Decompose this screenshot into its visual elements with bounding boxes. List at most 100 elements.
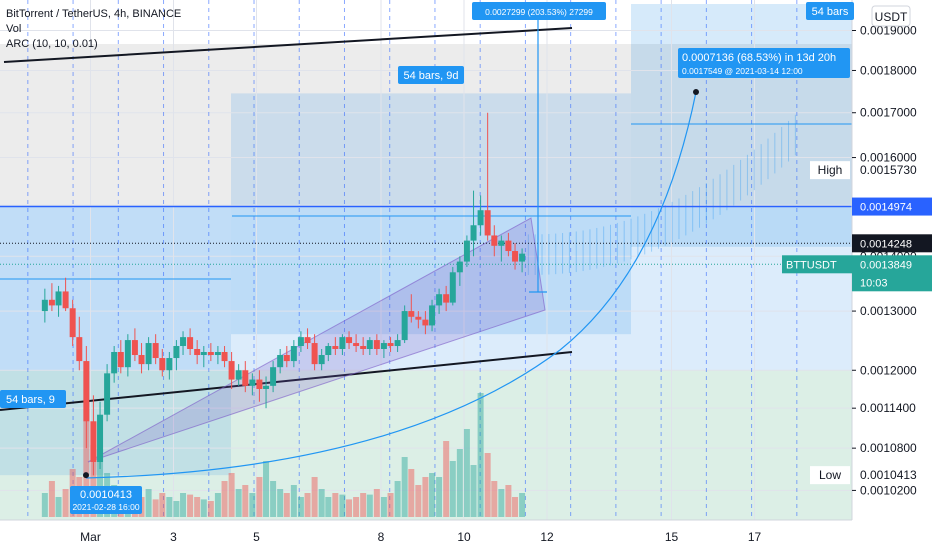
volume-bar <box>214 493 221 517</box>
price-label-name-bg <box>810 161 850 180</box>
volume-bar <box>180 493 187 517</box>
volume-bar <box>97 449 104 517</box>
symbol-tag: BTTUSDT <box>786 259 837 271</box>
volume-bar <box>235 489 242 517</box>
candle-body <box>443 294 450 303</box>
currency-label: USDT <box>875 10 908 24</box>
x-tick-label: 3 <box>170 530 177 544</box>
volume-bar <box>436 477 443 517</box>
upper-trendline <box>3 27 573 63</box>
volume-bar <box>297 497 304 517</box>
candle-body <box>69 308 76 338</box>
volume-bar <box>484 453 491 517</box>
volume-bar <box>62 489 69 517</box>
lower-trendline <box>0 351 573 411</box>
volume-bar <box>456 449 463 517</box>
y-tick-label: 0.0019000 <box>860 23 917 37</box>
candle-body <box>173 346 180 359</box>
volume-bar <box>242 485 249 517</box>
time-axis-bg <box>0 520 852 550</box>
bars-mid-tag <box>398 66 464 84</box>
candle-body <box>277 355 284 368</box>
range-box-left <box>0 206 231 476</box>
volume-bar <box>249 493 256 517</box>
volume-bar <box>277 489 284 517</box>
candle-body <box>408 311 415 317</box>
candle-body <box>477 210 484 226</box>
candle-body <box>263 385 270 389</box>
candle-body <box>346 337 353 344</box>
candle-body <box>145 343 152 365</box>
price-tag-bg <box>852 197 932 216</box>
price-tag-value: 0.0014248 <box>860 238 912 250</box>
candle-body <box>512 251 519 262</box>
volume-bar <box>325 497 332 517</box>
candle-body <box>304 337 311 344</box>
volume-bar <box>283 493 290 517</box>
candle-body <box>76 337 83 362</box>
candle-body <box>297 337 304 347</box>
currency-button[interactable] <box>871 5 911 27</box>
candle-body <box>41 299 48 312</box>
candle-body <box>463 240 470 262</box>
volume-bar <box>339 494 346 517</box>
volume-bar <box>263 461 270 517</box>
symbol-title: BitTorrent / TetherUS, 4h, BINANCE <box>6 8 181 20</box>
candle-body <box>111 352 118 374</box>
x-tick-label: 12 <box>540 530 554 544</box>
candle-body <box>456 261 463 273</box>
candle-body <box>214 352 221 356</box>
candle-body <box>470 225 477 241</box>
x-tick-label: 17 <box>748 530 762 544</box>
price-labels: High 0.0015730 0.0014974 0.0014248 BTTUSDT 0.… <box>782 161 932 485</box>
x-tick-label: 10 <box>457 530 471 544</box>
volume-bar <box>200 499 207 517</box>
candle-body <box>519 253 526 262</box>
arc-indicator-label[interactable]: ARC (10, 10, 0.01) <box>6 38 98 50</box>
volume-bar <box>394 481 401 517</box>
candle-body <box>311 343 318 365</box>
volume-bar <box>332 493 339 517</box>
candle-body <box>270 367 277 386</box>
price-tag-bg <box>852 234 932 253</box>
volume-bar <box>519 493 526 517</box>
target-tag <box>678 48 850 78</box>
volume-bar <box>256 477 263 517</box>
candle-body <box>55 291 62 306</box>
volume-bar <box>373 489 380 517</box>
volume-bar <box>90 445 97 517</box>
volume-bar <box>173 501 180 517</box>
candle-body <box>401 311 408 341</box>
volume-bar <box>408 469 415 517</box>
y-tick-label: 0.0010200 <box>860 483 917 497</box>
price-tag-value: 0.0013849 <box>860 259 912 271</box>
blue-zone <box>0 206 852 371</box>
y-tick-label: 0.0013000 <box>860 304 917 318</box>
volume-bar <box>145 489 152 517</box>
volume-bar <box>463 429 470 517</box>
candle-body <box>62 291 69 309</box>
candle-body <box>235 370 242 380</box>
price-label-value: 0.0010413 <box>860 468 917 482</box>
bars-mid-text: 54 bars, 9d <box>403 70 458 82</box>
candle-body <box>498 240 505 246</box>
candle-body <box>283 355 290 362</box>
time-axis[interactable]: Mar 3 5 8 10 12 15 17 <box>0 519 852 550</box>
volume-bar <box>477 393 484 517</box>
x-tick-label: 5 <box>253 530 260 544</box>
price-label-name: Low <box>819 468 841 482</box>
volume-bar <box>443 441 450 517</box>
volume-bar <box>318 489 325 517</box>
symbol-tag-bg <box>782 255 852 274</box>
candle-body <box>353 343 360 347</box>
volume-indicator-label[interactable]: Vol <box>6 23 21 35</box>
volume-bar <box>449 461 456 517</box>
volume-bar <box>187 494 194 517</box>
price-tag-value: 0.0014974 <box>860 202 912 214</box>
volume-bar <box>311 477 318 517</box>
candle-body <box>228 361 235 380</box>
volume-bar <box>207 501 214 517</box>
low-point-date: 2021-02-28 16:00 <box>72 502 139 512</box>
candle-body <box>207 352 214 356</box>
